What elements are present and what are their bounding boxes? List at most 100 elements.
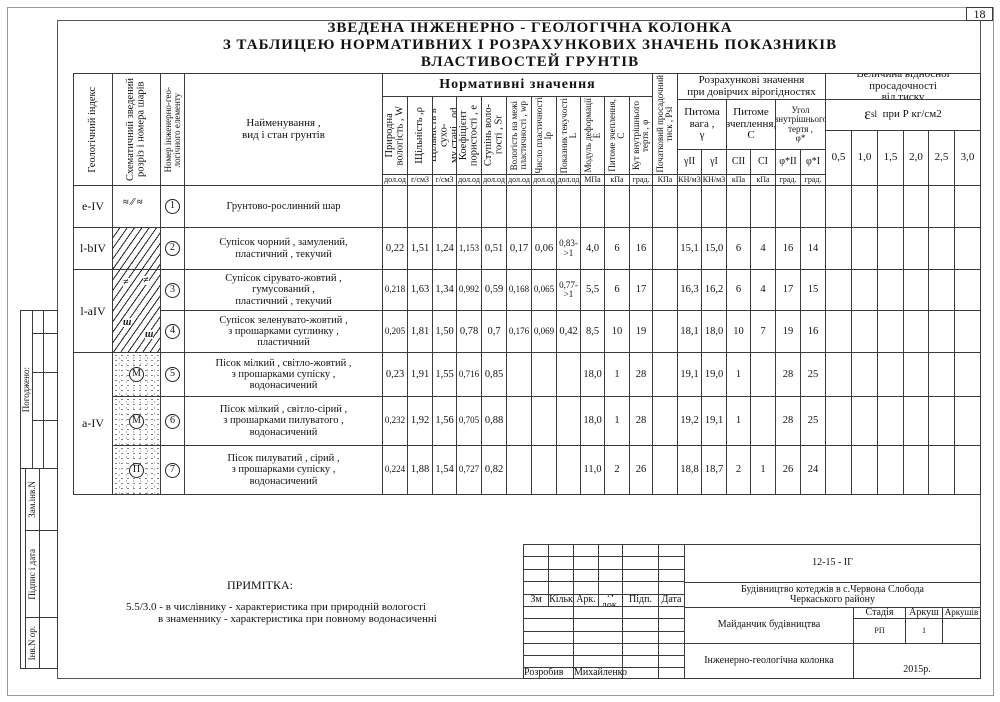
value-cell: 6: [604, 227, 630, 270]
revision-cell: [548, 581, 574, 595]
value-cell: 19: [629, 310, 653, 353]
sag-value-cell: [903, 352, 929, 397]
inv-orig-label: Інв.N ор.: [25, 617, 40, 669]
value-cell: 1,51: [407, 227, 433, 270]
sag-value-cell: [825, 269, 852, 311]
value-cell: 0,42: [556, 310, 581, 353]
value-cell: 1: [726, 352, 751, 397]
value-cell: [652, 185, 678, 228]
value-cell: 19: [775, 310, 801, 353]
value-cell: 18,0: [580, 352, 605, 397]
value-cell: 10: [604, 310, 630, 353]
value-cell: 1,153: [456, 227, 482, 270]
ige-number: 2: [165, 241, 180, 256]
value-cell: [531, 352, 557, 397]
sag-value-cell: [825, 310, 852, 353]
sag-value-cell: [825, 227, 852, 270]
inv-orig-value: [39, 617, 58, 669]
value-cell: 0,23: [382, 352, 408, 397]
value-cell: 15,1: [677, 227, 702, 270]
value-cell: 0,716: [456, 352, 482, 397]
header-sag: Величина відносної просадочності від тис…: [825, 73, 981, 100]
geo-index-cell: e-IV: [73, 185, 113, 228]
value-cell: 0,168: [506, 269, 532, 311]
sag-value-cell: [825, 185, 852, 228]
sag-value-cell: [877, 269, 904, 311]
scheme-section: ≈ ⁄⁄ ≈: [112, 185, 161, 228]
value-cell: 16,3: [677, 269, 702, 311]
value-cell: [506, 352, 532, 397]
sag-value-cell: [851, 396, 878, 446]
sag-value-cell: [877, 185, 904, 228]
sag-value-cell: [928, 445, 955, 495]
sign-date-label-text: Підпис і дата: [27, 548, 37, 600]
value-cell: 4,0: [580, 227, 605, 270]
value-cell: 1,50: [432, 310, 457, 353]
value-cell: 10: [726, 310, 751, 353]
revision-cell: [523, 556, 549, 570]
replaced-inv-value: [39, 468, 58, 531]
scheme-section: М: [112, 396, 161, 446]
value-cell: 1: [750, 445, 776, 495]
value-cell: 1: [726, 396, 751, 446]
revision-cell: [658, 556, 685, 570]
signature-cell: [622, 667, 659, 679]
value-cell: 16: [800, 310, 826, 353]
sag-value-cell: [903, 269, 929, 311]
value-cell: 14: [800, 227, 826, 270]
value-cell: 16: [775, 227, 801, 270]
value-cell: 1,88: [407, 445, 433, 495]
sag-value-cell: [928, 269, 955, 311]
agreed-label-text: Погоджено:: [21, 366, 31, 413]
sag-value-cell: [954, 352, 981, 397]
sand-type-mark: М: [129, 413, 144, 429]
header-normative-col: Щільність ,ρ: [407, 96, 433, 175]
header-normative-col: Вологість на межі пластичності , wp: [506, 96, 532, 175]
value-cell: [800, 185, 826, 228]
revision-cell: [598, 556, 623, 570]
project-name: Будівництво котеджів в с.Червона Слобода…: [684, 582, 981, 608]
header-scheme: Схематичний зведений розріз і номера шар…: [112, 73, 161, 186]
sand-type-mark: П: [129, 462, 144, 478]
sign-date-value: [39, 530, 58, 618]
replaced-inv-label-text: Зам.інв.N: [27, 481, 37, 518]
sag-value-cell: [851, 352, 878, 397]
sag-value-cell: [877, 396, 904, 446]
value-cell: [556, 445, 581, 495]
loam-symbol-icon: ш: [123, 317, 132, 328]
epsilon-symbol: ε: [864, 105, 871, 123]
value-cell: 0,176: [506, 310, 532, 353]
value-cell: 7: [750, 310, 776, 353]
sag-value-cell: [954, 396, 981, 446]
value-cell: 1,81: [407, 310, 433, 353]
ige-number-cell: 1: [160, 185, 185, 228]
sag-value-cell: [877, 310, 904, 353]
soil-name-cell: Пісок мілкий , світло-жовтий , з прошарк…: [184, 352, 383, 397]
soil-name-cell: Пісок мілкий , світло-сірий , з прошарка…: [184, 396, 383, 446]
value-cell: 0,069: [531, 310, 557, 353]
value-cell: 28: [775, 396, 801, 446]
sag-value-cell: [954, 310, 981, 353]
header-normative-col-text: Модуль деформації E: [582, 98, 602, 173]
sheet-value: 1: [905, 618, 943, 644]
note-title: ПРИМІТКА:: [226, 578, 293, 592]
revision-cell: [622, 581, 659, 595]
value-cell: 0,22: [382, 227, 408, 270]
soil-name-cell: Супісок чорний , замулений, пластичний ,…: [184, 227, 383, 270]
sag-value-cell: [851, 269, 878, 311]
ige-number-cell: 6: [160, 396, 185, 446]
site-name: Майданчик будівництва: [684, 607, 854, 644]
epsilon-sub: sl: [870, 109, 878, 120]
value-cell: [407, 185, 433, 228]
value-cell: 1,91: [407, 352, 433, 397]
scheme-section: П: [112, 445, 161, 495]
value-cell: 26: [775, 445, 801, 495]
sign-date-label: Підпис і дата: [25, 530, 40, 618]
drawing-title: Інженерно-геологічна колонка: [684, 643, 854, 679]
sag-value-cell: [903, 310, 929, 353]
drawing-year: 2015р.: [853, 643, 981, 679]
value-cell: 0,17: [506, 227, 532, 270]
value-cell: 0,88: [481, 396, 507, 446]
sag-value-cell: [954, 185, 981, 228]
value-cell: [726, 185, 751, 228]
